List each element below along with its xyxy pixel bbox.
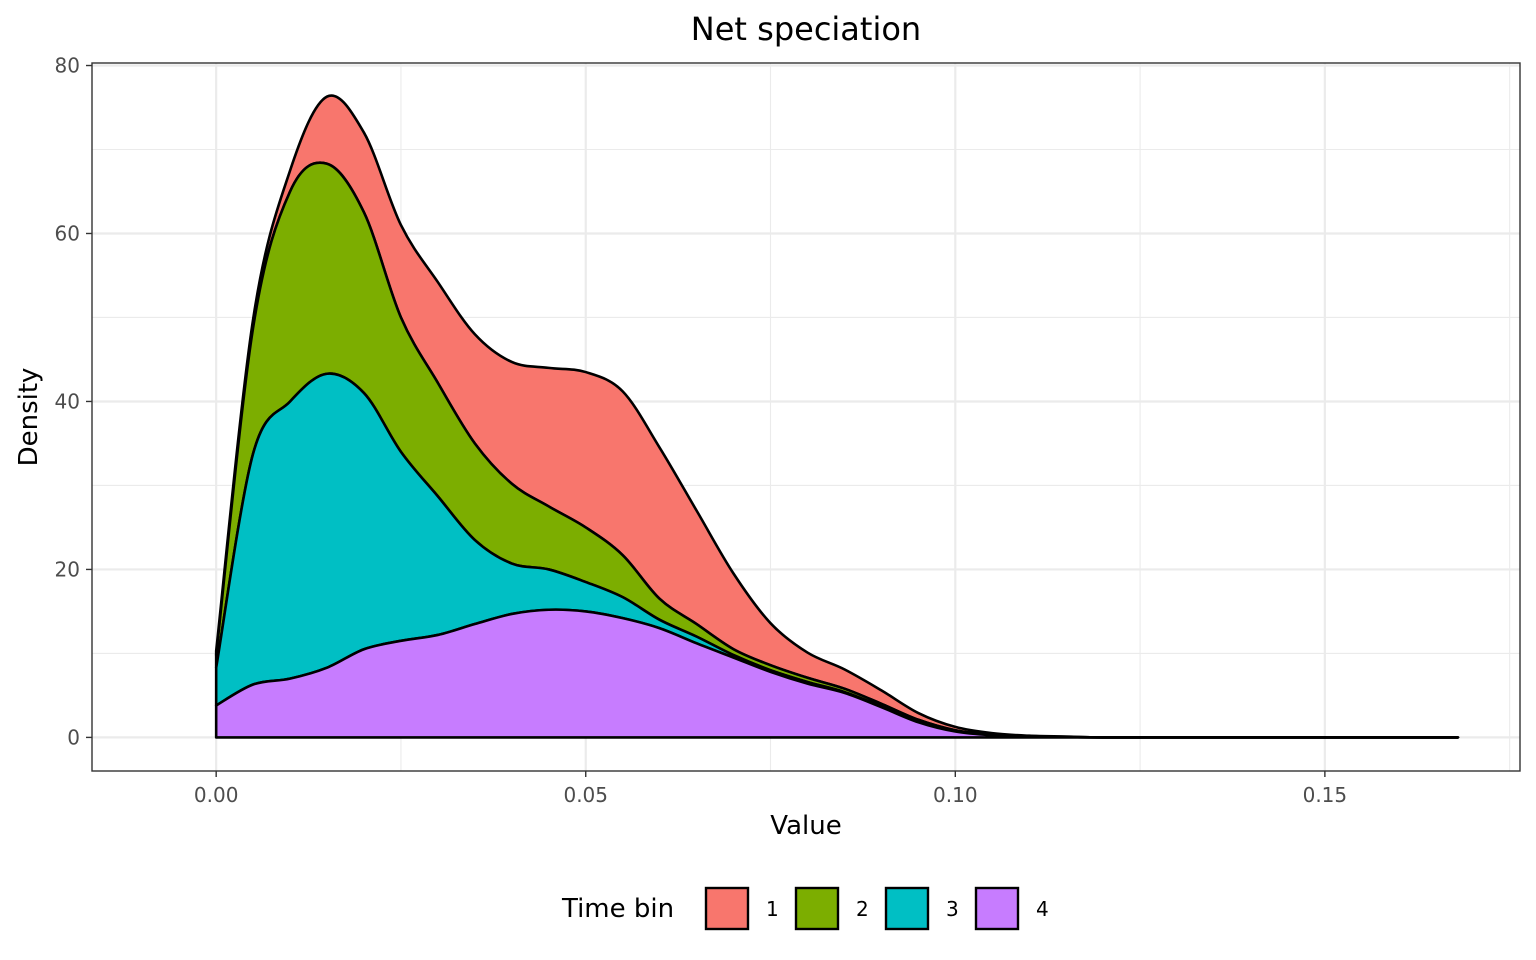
legend-label-1: 1 (766, 897, 779, 921)
legend-key-4 (974, 886, 1020, 931)
y-tick-label: 60 (55, 221, 80, 245)
plot-border (91, 62, 1521, 772)
legend: Time bin 1 2 3 4 (561, 886, 1049, 931)
x-tick-label: 0.15 (1303, 783, 1348, 807)
x-tick-label: 0.05 (563, 783, 608, 807)
legend-label-3: 3 (946, 897, 959, 921)
y-tick-label: 20 (55, 557, 80, 581)
x-axis-title: Value (770, 811, 841, 841)
y-axis: 0 20 40 60 80 (55, 54, 92, 749)
plot-panel (91, 62, 1521, 772)
legend-items: 1 2 3 4 (704, 886, 1049, 931)
y-tick-label: 0 (67, 725, 80, 749)
x-tick-label: 0.00 (194, 783, 239, 807)
area-series-4 (214, 608, 1460, 739)
x-axis: 0.00 0.05 0.10 0.15 (194, 771, 1347, 807)
legend-label-2: 2 (856, 897, 869, 921)
chart-title: Net speciation (691, 10, 921, 48)
legend-title: Time bin (561, 894, 674, 924)
x-tick-label: 0.10 (933, 783, 978, 807)
legend-key-1 (704, 886, 750, 931)
y-tick-label: 40 (55, 389, 80, 413)
stacked-areas (214, 94, 1460, 739)
legend-key-3 (884, 886, 930, 931)
y-axis-title: Density (14, 368, 44, 467)
legend-key-2 (794, 886, 840, 931)
legend-label-4: 4 (1036, 897, 1049, 921)
y-tick-label: 80 (55, 54, 80, 78)
